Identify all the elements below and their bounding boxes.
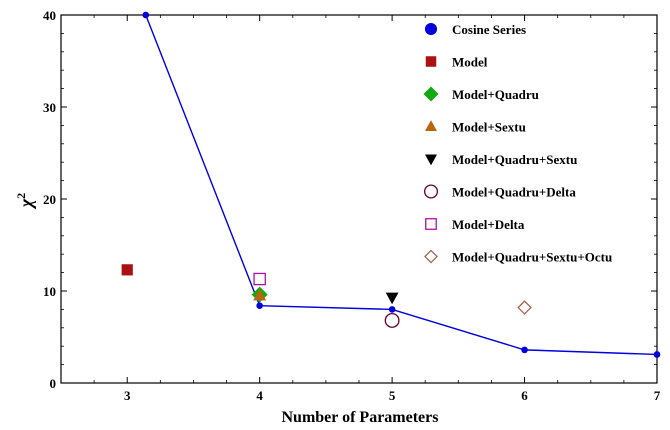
legend-marker [425, 154, 437, 166]
data-point [517, 300, 532, 315]
x-axis-title: Number of Parameters [282, 409, 439, 426]
legend-marker [424, 249, 438, 264]
data-point [253, 288, 267, 301]
data-point [388, 306, 396, 313]
y-tick-label: 40 [43, 8, 56, 23]
y-tick-label: 30 [43, 100, 56, 115]
x-tick-label: 6 [521, 388, 528, 403]
series-7 [517, 300, 532, 315]
y-tick-label: 0 [50, 376, 57, 391]
legend: Cosine Series Model Model+Quadru Model+Sext… [423, 22, 612, 265]
data-point [253, 272, 266, 286]
series-layer [121, 11, 661, 358]
series-4 [385, 292, 399, 305]
y-tick-label: 20 [43, 192, 56, 207]
y-tick-label: 10 [43, 284, 56, 299]
axis-ticks: 3 4 5 6 7 0 10 20 30 40 [43, 8, 661, 403]
legend-label: Model [452, 55, 488, 70]
legend-label: Model+Quadru+Delta [452, 185, 576, 200]
series-line [145, 14, 658, 356]
legend-marker [425, 56, 437, 67]
series-6 [253, 272, 266, 286]
legend-marker [423, 86, 439, 102]
y-axis-title-superscript: 2 [14, 193, 28, 199]
data-point [256, 302, 263, 310]
svg-text:χ2: χ2 [14, 193, 36, 210]
legend-marker [424, 22, 438, 36]
data-point [521, 346, 528, 354]
data-point [384, 312, 400, 328]
series-3 [253, 288, 267, 301]
series-5 [384, 312, 400, 328]
x-tick-label: 3 [124, 388, 131, 403]
y-axis-title: χ [16, 198, 36, 210]
y-axis-title-group: χ2 [14, 193, 36, 210]
legend-marker [425, 120, 437, 131]
series-1 [121, 264, 133, 276]
legend-label: Model+Delta [452, 217, 525, 232]
x-tick-label: 7 [654, 388, 661, 403]
legend-label: Cosine Series [452, 22, 526, 37]
legend-marker [425, 218, 437, 230]
legend-marker [423, 184, 439, 199]
legend-label: Model+Quadru+Sextu+Octu [452, 250, 612, 265]
data-point [653, 351, 661, 358]
legend-label: Model+Sextu [452, 120, 526, 135]
legend-label: Model+Quadru [452, 87, 539, 102]
x-tick-label: 5 [389, 388, 396, 403]
data-point [142, 11, 150, 19]
x-tick-label: 4 [256, 388, 263, 403]
data-point [385, 292, 399, 305]
legend-label: Model+Quadru+Sextu [452, 152, 577, 167]
series-0 [142, 11, 661, 358]
data-point [121, 264, 133, 276]
